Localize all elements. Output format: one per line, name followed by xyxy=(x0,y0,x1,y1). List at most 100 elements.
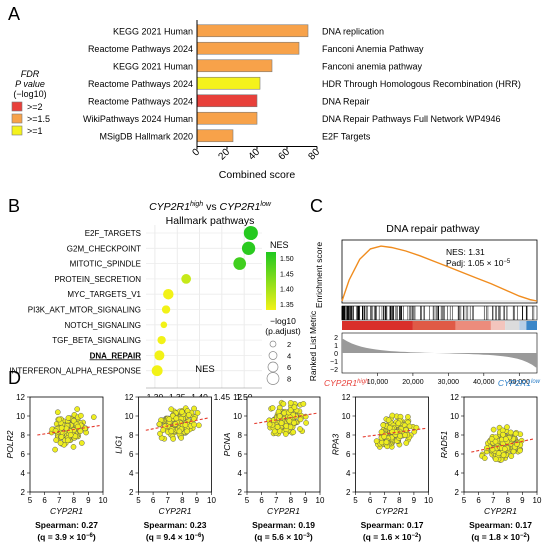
x-tick-label: 5 xyxy=(353,496,358,505)
spearman-stat: Spearman: 0.23 xyxy=(144,520,207,530)
pathway-label: PROTEIN_SECRETION xyxy=(54,275,141,284)
scatter-dot xyxy=(277,414,282,419)
scatter-dot xyxy=(186,412,191,417)
scatter-dot xyxy=(59,434,64,439)
x-tick-label: 8 xyxy=(180,496,185,505)
combined-score-bar xyxy=(197,130,233,142)
panel-label-c: C xyxy=(310,196,323,216)
scatter-dot xyxy=(174,416,179,421)
bar-term-label: DNA Repair Pathways Full Network WP4946 xyxy=(322,114,501,124)
bar-term-label: DNA replication xyxy=(322,26,384,36)
scatter-dot xyxy=(509,454,514,459)
panel-c-left-gene: CYP2R1high xyxy=(324,378,369,388)
bar-source-label: KEGG 2021 Human xyxy=(113,26,193,36)
scatter-dot xyxy=(169,407,174,412)
q-value: (q = 1.8 × 10−2) xyxy=(471,532,530,542)
x-tick-label: 20 xyxy=(216,147,232,163)
x-tick-label: 6 xyxy=(259,496,264,505)
bar-term-label: Fanconi anemia pathway xyxy=(322,61,423,71)
scatter-dot xyxy=(508,430,513,435)
y-tick-label: 8 xyxy=(21,431,26,440)
x-gene-label: CYP2R1 xyxy=(267,506,300,516)
y-tick-label: 6 xyxy=(346,450,351,459)
nes-colorbar-ticks: 1.501.451.401.35 xyxy=(280,256,294,309)
scatter-dot xyxy=(404,440,409,445)
scatter-dot xyxy=(59,425,64,430)
y-tick-label: 8 xyxy=(455,431,460,440)
scatter-dot xyxy=(491,427,496,432)
y-tick-label: 4 xyxy=(21,469,26,478)
fdr-legend-subtitle: P value xyxy=(15,79,45,89)
x-tick-label: 5 xyxy=(136,496,141,505)
x-tick-label: 80 xyxy=(306,147,322,163)
y-tick-label: 4 xyxy=(129,469,134,478)
scatter-dot xyxy=(297,426,302,431)
scatter-dot xyxy=(381,423,386,428)
scatter-dot xyxy=(161,427,166,432)
x-tick-label: 10 xyxy=(207,496,216,505)
q-value-close: ) xyxy=(310,532,313,542)
x-tick-label: 40,000 xyxy=(473,379,495,386)
y-tick-label: 8 xyxy=(238,431,243,440)
y-tick-label: 8 xyxy=(346,431,351,440)
fdr-legend-item: >=1.5 xyxy=(27,114,50,124)
enrichment-score-curve xyxy=(342,246,537,301)
q-value-close: ) xyxy=(418,532,421,542)
size-legend-label: 6 xyxy=(287,363,291,372)
q-value: (q = 1.6 × 10−2) xyxy=(363,532,422,542)
x-tick-label: 30,000 xyxy=(438,379,460,386)
scatter-dot xyxy=(68,432,73,437)
bar-source-label: WikiPathways 2024 Human xyxy=(83,114,193,124)
scatter-dot xyxy=(398,433,403,438)
x-tick-label: 10 xyxy=(99,496,108,505)
panel-b-subtitle: Hallmark pathways xyxy=(166,215,255,227)
scatter-dot xyxy=(503,437,508,442)
nes-dot xyxy=(162,305,170,313)
y-tick-label: 4 xyxy=(238,469,243,478)
pathway-label: G2M_CHECKPOINT xyxy=(67,244,141,253)
x-tick-label: 7 xyxy=(491,496,496,505)
scatter-dot xyxy=(169,429,174,434)
scatter-dot xyxy=(78,413,83,418)
spearman-stat: Spearman: 0.19 xyxy=(252,520,315,530)
scatter-dot xyxy=(493,457,498,462)
combined-score-bar xyxy=(197,25,308,37)
y-tick-label: 2 xyxy=(455,488,460,497)
scatter-dot xyxy=(75,407,80,412)
colorbar-tick-label: 1.45 xyxy=(280,271,294,278)
scatter-dot xyxy=(403,433,408,438)
fdr-legend-item: >=1 xyxy=(27,126,43,136)
x-tick-label: 5 xyxy=(462,496,467,505)
size-legend-label: 2 xyxy=(287,340,291,349)
scatter-dot xyxy=(386,418,391,423)
scatter-dot xyxy=(292,420,297,425)
x-tick-label: 6 xyxy=(368,496,373,505)
size-legend-label: 8 xyxy=(287,375,291,384)
scatter-dot xyxy=(501,453,506,458)
x-tick-label: 7 xyxy=(165,496,170,505)
scatter-dot xyxy=(374,439,379,444)
scatter-dot xyxy=(387,425,392,430)
y-tick-label: 12 xyxy=(125,393,134,402)
y-tick-label: 6 xyxy=(129,450,134,459)
correlation-subplot: 5 6 7 8 9 1024681012POLR2CYP2R1Spearman: 0.27… xyxy=(5,393,108,542)
y-tick-label: 4 xyxy=(455,469,460,478)
y-tick-label: 2 xyxy=(21,488,26,497)
scatter-dot xyxy=(304,420,309,425)
rank-color-segment xyxy=(526,321,537,330)
x-tick-label: 9 xyxy=(412,496,417,505)
spearman-stat: Spearman: 0.17 xyxy=(361,520,424,530)
x-tick-label: 10 xyxy=(424,496,433,505)
panel-c-padj-stat: Padj: 1.05 × 10−5 xyxy=(446,258,511,268)
size-legend: −log10 (p.adjust) 2468 xyxy=(265,316,301,385)
x-tick-label: 0 xyxy=(190,147,202,159)
scatter-dot xyxy=(384,440,389,445)
x-gene-label: CYP2R1 xyxy=(484,506,517,516)
scatter-dot xyxy=(55,410,60,415)
panel-c-nes-stat: NES: 1.31 xyxy=(446,247,485,257)
scatter-dot xyxy=(177,429,182,434)
metric-tick-label: 0 xyxy=(334,351,338,358)
pathway-label: MYC_TARGETS_V1 xyxy=(67,290,141,299)
scatter-dot xyxy=(301,401,306,406)
y-tick-label: 6 xyxy=(455,450,460,459)
